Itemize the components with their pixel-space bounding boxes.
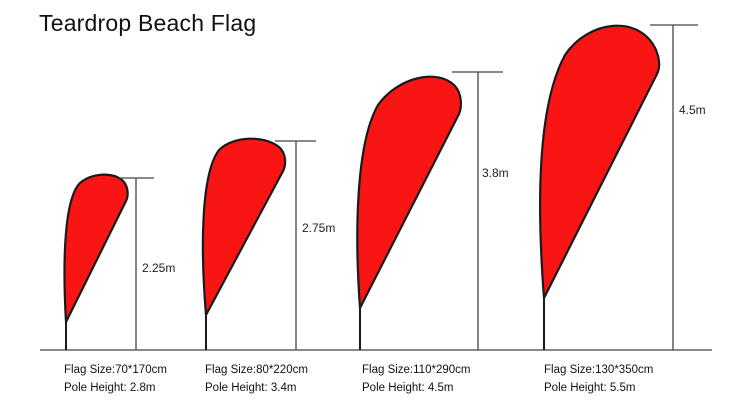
flag-medium: 2.75m (201, 137, 335, 350)
pole-height-row: Pole Height: 2.8m (64, 379, 167, 397)
pole-height-label: Pole Height: (205, 382, 268, 394)
flag-spec-4: Flag Size:130*350cm Pole Height: 5.5m (544, 361, 653, 397)
flag-spec-2: Flag Size:80*220cm Pole Height: 3.4m (205, 361, 308, 397)
flag-height-label: 2.75m (302, 221, 335, 235)
pole-height-label: Pole Height: (362, 382, 425, 394)
page-title: Teardrop Beach Flag (39, 10, 257, 36)
flag-height-label: 4.5m (679, 103, 706, 117)
pole-height-label: Pole Height: (544, 382, 607, 394)
flag-size-label: Flag Size: (64, 364, 116, 376)
flag-size-row: Flag Size:110*290cm (362, 361, 470, 379)
pole-height-row: Pole Height: 5.5m (544, 379, 653, 397)
pole-height-row: Pole Height: 3.4m (205, 379, 308, 397)
flag-small: 2.25m (63, 173, 175, 350)
flag-shape (356, 75, 462, 310)
pole-height-row: Pole Height: 4.5m (362, 379, 470, 397)
flag-shape (201, 137, 287, 317)
flag-spec-1: Flag Size:70*170cm Pole Height: 2.8m (64, 361, 167, 397)
flag-size-label: Flag Size: (205, 364, 257, 376)
pole-height-value: 5.5m (609, 382, 636, 394)
flag-size-value: 130*350cm (595, 364, 654, 376)
pole-height-value: 3.4m (270, 382, 297, 394)
flag-size-value: 70*170cm (115, 364, 167, 376)
flag-size-row: Flag Size:70*170cm (64, 361, 167, 379)
flag-shape (538, 24, 661, 300)
pole-height-value: 4.5m (427, 382, 454, 394)
pole-height-label: Pole Height: (64, 382, 127, 394)
flag-spec-3: Flag Size:110*290cm Pole Height: 4.5m (362, 361, 470, 397)
flag-shape (63, 173, 129, 324)
flag-size-label: Flag Size: (362, 364, 414, 376)
flag-size-label: Flag Size: (544, 364, 596, 376)
flag-size-value: 110*290cm (413, 364, 471, 376)
flag-height-label: 3.8m (482, 166, 509, 180)
flag-size-row: Flag Size:130*350cm (544, 361, 653, 379)
flag-height-label: 2.25m (142, 261, 175, 275)
flag-xlarge: 4.5m (538, 24, 706, 350)
flag-size-row: Flag Size:80*220cm (205, 361, 308, 379)
flag-size-value: 80*220cm (256, 364, 308, 376)
pole-height-value: 2.8m (129, 382, 156, 394)
flag-large: 3.8m (356, 71, 509, 350)
